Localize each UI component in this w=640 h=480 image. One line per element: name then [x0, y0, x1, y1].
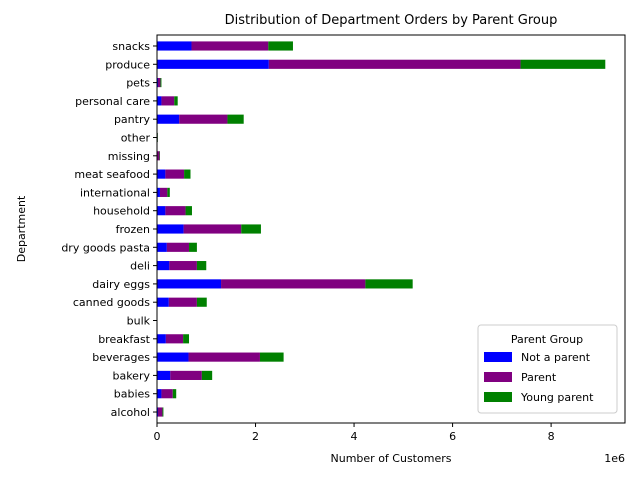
x-tick-label: 6: [449, 430, 456, 443]
bar-household-series-1: [165, 206, 186, 216]
bar-babies-series-0: [157, 389, 162, 399]
bar-meat-seafood-series-2: [184, 169, 191, 179]
bar-frozen-series-0: [157, 224, 184, 234]
y-tick-label: pantry: [114, 113, 151, 126]
bar-snacks-series-2: [268, 41, 293, 51]
bar-beverages-series-1: [188, 352, 260, 362]
bars-group: [157, 41, 606, 417]
bar-dairy-eggs-series-2: [365, 279, 413, 289]
bar-bakery-series-1: [170, 370, 202, 380]
y-tick-label: meat seafood: [74, 168, 150, 181]
bar-pets-series-1: [157, 78, 161, 88]
y-tick-label: bakery: [112, 369, 150, 382]
y-axis-label: Department: [15, 195, 28, 262]
y-tick-label: breakfast: [98, 333, 150, 346]
bar-alcohol-series-2: [162, 407, 164, 417]
bar-breakfast-series-1: [165, 334, 184, 344]
y-tick-label: personal care: [75, 95, 150, 108]
bar-pantry-series-0: [157, 114, 180, 124]
bar-dairy-eggs-series-0: [157, 279, 222, 289]
y-tick-label: missing: [108, 150, 150, 163]
bar-snacks-series-0: [157, 41, 192, 51]
legend-label: Young parent: [520, 391, 594, 404]
y-tick-label: alcohol: [111, 406, 150, 419]
bar-snacks-series-1: [191, 41, 269, 51]
y-tick-label: pets: [126, 77, 150, 90]
y-tick-label: other: [121, 131, 151, 144]
bar-personal-care-series-2: [174, 96, 178, 106]
legend: Parent Group Not a parent Parent Young par…: [477, 324, 618, 414]
bar-household-series-2: [185, 206, 192, 216]
bar-personal-care-series-0: [157, 96, 162, 106]
y-axis-ticks: alcohol babies bakery beverages breakfast bul…: [61, 40, 157, 419]
bar-produce-series-1: [268, 59, 521, 69]
legend-swatch: [484, 352, 512, 362]
x-tick-label: 4: [351, 430, 358, 443]
y-tick-label: babies: [114, 388, 151, 401]
y-tick-label: snacks: [112, 40, 150, 53]
legend-title: Parent Group: [511, 333, 583, 346]
bar-pets-series-2: [160, 78, 162, 88]
y-tick-label: dairy eggs: [92, 278, 150, 291]
y-tick-label: produce: [105, 58, 150, 71]
bar-pantry-series-2: [227, 114, 244, 124]
bar-pantry-series-1: [179, 114, 228, 124]
bar-missing-series-1: [157, 151, 160, 161]
legend-swatch: [484, 372, 512, 382]
x-axis-ticks: 0 2 4 6 8: [154, 423, 555, 443]
bar-international-series-1: [159, 187, 168, 197]
bar-canned-goods-series-2: [196, 297, 207, 307]
bar-international-series-0: [157, 187, 160, 197]
bar-beverages-series-2: [259, 352, 284, 362]
bar-canned-goods-series-0: [157, 297, 169, 307]
x-tick-label: 8: [548, 430, 555, 443]
x-axis-label: Number of Customers: [331, 452, 452, 465]
bar-produce-series-0: [157, 59, 269, 69]
bar-breakfast-series-2: [183, 334, 190, 344]
bar-babies-series-1: [161, 389, 173, 399]
legend-items: Not a parent Parent Young parent: [484, 351, 594, 404]
bar-bakery-series-0: [157, 370, 171, 380]
y-tick-label: deli: [130, 260, 150, 273]
x-tick-label: 0: [154, 430, 161, 443]
plot-frame: [156, 34, 626, 424]
legend-label: Not a parent: [521, 351, 591, 364]
legend-frame: [477, 324, 618, 414]
x-tick-label: 2: [252, 430, 259, 443]
bar-alcohol-series-1: [157, 407, 163, 417]
bar-dry-goods-pasta-series-2: [189, 242, 197, 252]
chart-title: Distribution of Department Orders by Par…: [225, 13, 558, 28]
bar-household-series-0: [157, 206, 166, 216]
bar-frozen-series-2: [241, 224, 261, 234]
legend-label: Parent: [521, 371, 557, 384]
y-tick-label: dry goods pasta: [61, 241, 150, 254]
y-tick-label: international: [80, 186, 150, 199]
bar-meat-seafood-series-1: [165, 169, 185, 179]
y-tick-label: bulk: [127, 315, 151, 328]
bar-canned-goods-series-1: [168, 297, 197, 307]
bar-dry-goods-pasta-series-1: [166, 242, 190, 252]
bar-babies-series-2: [172, 389, 177, 399]
bar-deli-series-1: [169, 261, 197, 271]
bar-deli-series-2: [196, 261, 207, 271]
y-tick-label: canned goods: [73, 296, 150, 309]
bar-beverages-series-0: [157, 352, 189, 362]
x-axis-offset-label: 1e6: [604, 452, 625, 465]
bar-deli-series-0: [157, 261, 170, 271]
bar-frozen-series-1: [183, 224, 242, 234]
y-tick-label: beverages: [92, 351, 150, 364]
bar-bakery-series-2: [201, 370, 213, 380]
bar-international-series-2: [167, 187, 170, 197]
bar-meat-seafood-series-0: [157, 169, 166, 179]
y-tick-label: household: [93, 205, 150, 218]
bar-dry-goods-pasta-series-0: [157, 242, 167, 252]
bar-produce-series-2: [520, 59, 606, 69]
bar-dairy-eggs-series-1: [221, 279, 366, 289]
bar-breakfast-series-0: [157, 334, 166, 344]
y-tick-label: frozen: [116, 223, 150, 236]
legend-swatch: [484, 392, 512, 402]
bar-personal-care-series-1: [161, 96, 175, 106]
